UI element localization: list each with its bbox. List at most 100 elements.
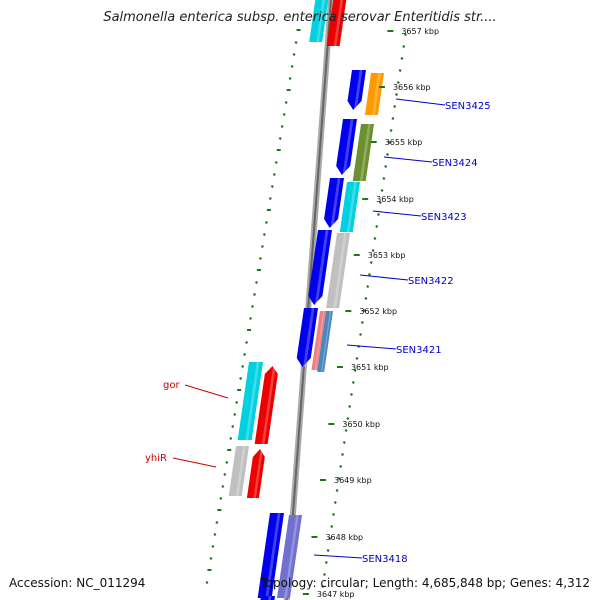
outer-ring-dot bbox=[323, 573, 326, 576]
feature-sheen-pink-3421 bbox=[314, 311, 325, 370]
inner-ring-dot bbox=[233, 413, 237, 416]
feature-cds-3421 bbox=[296, 308, 318, 367]
gene-label-line-sen3425 bbox=[395, 98, 446, 106]
outer-ring-dot bbox=[344, 429, 348, 432]
outer-ring-dot bbox=[386, 153, 389, 156]
outer-ring-dot bbox=[330, 525, 334, 528]
inner-ring-dot bbox=[280, 125, 284, 128]
feature-cyan-3423 bbox=[339, 182, 360, 232]
feature-cds-3423 bbox=[324, 178, 344, 228]
feature-sheen-gor-cyan bbox=[245, 362, 260, 440]
feature-gor-red bbox=[254, 366, 278, 444]
outer-ring-dot bbox=[395, 93, 398, 96]
inner-ring-dot bbox=[268, 197, 272, 200]
inner-ring-dot bbox=[229, 437, 233, 440]
inner-ring-dot bbox=[243, 353, 247, 356]
outer-ring-dot bbox=[387, 141, 391, 144]
outer-ring-dot bbox=[321, 585, 325, 588]
feature-slate-3418 bbox=[276, 515, 302, 598]
genome-title: Salmonella enterica subsp. enterica sero… bbox=[103, 10, 497, 25]
outer-ring-dot bbox=[341, 453, 344, 456]
inner-ring-dot bbox=[235, 401, 239, 404]
inner-ring-dot bbox=[292, 53, 296, 56]
position-dots-layer bbox=[205, 29, 407, 588]
inner-ring-dot bbox=[258, 257, 262, 260]
gene-label-line-sen3422 bbox=[359, 274, 409, 281]
feature-orange-3425 bbox=[364, 73, 384, 115]
scale-label-3656: 3656 kbp bbox=[393, 83, 431, 92]
scale-ticks-layer: 3657 kbp 3656 kbp 3655 kbp 3654 kbp 3653 kbp… bbox=[302, 27, 439, 599]
outer-ring-dot bbox=[368, 273, 371, 276]
feature-pink-3421 bbox=[311, 311, 326, 370]
outer-ring-dot bbox=[402, 45, 406, 48]
feature-sheen-cds-3423 bbox=[330, 178, 341, 228]
inner-ring-dot bbox=[254, 281, 258, 284]
feature-sheen-orange-3425 bbox=[372, 73, 381, 115]
inner-ring-dot bbox=[249, 317, 253, 320]
feature-sheen-top-cyan bbox=[316, 0, 326, 42]
gene-label-line-sen3423 bbox=[372, 210, 422, 217]
feature-sheen-cds-3422 bbox=[314, 230, 329, 305]
feature-yhiR-grey bbox=[228, 446, 249, 496]
scale-label-3655: 3655 kbp bbox=[385, 138, 423, 147]
outer-ring-dot bbox=[391, 117, 395, 120]
feature-sheen-olive-3424 bbox=[359, 124, 371, 181]
feature-bottom-blue bbox=[260, 596, 275, 600]
outer-ring-dot bbox=[382, 177, 386, 180]
inner-ring-dot bbox=[282, 113, 286, 116]
feature-olive-3424 bbox=[352, 124, 374, 181]
feature-sheen-slate-3418 bbox=[284, 515, 299, 598]
outer-ring-dot bbox=[400, 57, 404, 60]
inner-ring-dot bbox=[272, 173, 276, 176]
scale-label-3647: 3647 kbp bbox=[317, 590, 355, 599]
feature-sheen-cds-3425 bbox=[353, 70, 363, 110]
inner-ring-dot bbox=[211, 545, 215, 548]
feature-sheen-cds-3418 bbox=[265, 513, 281, 598]
feature-sheen-cds-3424 bbox=[342, 119, 354, 175]
inner-ring-dot bbox=[278, 137, 282, 140]
gene-label-sen3422: SEN3422 bbox=[408, 276, 454, 287]
inner-ring-dot bbox=[239, 377, 243, 380]
features-layer bbox=[228, 0, 384, 600]
outer-ring-dot bbox=[362, 309, 366, 312]
gene-label-line-sen3424 bbox=[383, 156, 433, 163]
inner-ring-dot bbox=[290, 65, 294, 68]
outer-ring-dot bbox=[328, 537, 332, 540]
scale-label-3654: 3654 kbp bbox=[376, 195, 414, 204]
feature-cds-3422 bbox=[308, 230, 332, 305]
outer-ring-dot bbox=[377, 213, 380, 216]
feature-top-cyan bbox=[309, 0, 329, 42]
feature-steel-3421 bbox=[317, 311, 333, 372]
outer-ring-dot bbox=[333, 501, 337, 504]
outer-ring-dot bbox=[346, 417, 350, 420]
scale-label-3657: 3657 kbp bbox=[401, 27, 439, 36]
feature-sheen-top-red bbox=[333, 0, 344, 46]
outer-ring-dot bbox=[335, 489, 339, 492]
inner-ring-dot bbox=[294, 41, 298, 44]
feature-cds-3424 bbox=[336, 119, 357, 175]
outer-ring-dot bbox=[332, 513, 335, 516]
scale-label-3653: 3653 kbp bbox=[368, 251, 406, 260]
scale-label-3652: 3652 kbp bbox=[359, 307, 397, 316]
inner-ring-dot bbox=[288, 77, 292, 80]
feature-top-red bbox=[326, 0, 347, 46]
gene-label-sen3423: SEN3423 bbox=[421, 212, 467, 223]
accession-text: Accession: NC_011294 bbox=[9, 576, 146, 590]
outer-ring-dot bbox=[393, 105, 397, 108]
gene-label-sen3425: SEN3425 bbox=[445, 101, 491, 112]
inner-ring-dot bbox=[262, 233, 266, 236]
inner-ring-dot bbox=[284, 101, 288, 104]
feature-sheen-gor-red bbox=[261, 366, 276, 444]
feature-sheen-cds-3421 bbox=[303, 308, 315, 367]
inner-ring-dot bbox=[223, 473, 227, 476]
inner-ring-dot bbox=[219, 497, 223, 500]
outer-ring-dot bbox=[369, 261, 373, 264]
outer-ring-dot bbox=[375, 225, 379, 228]
outer-ring-dot bbox=[384, 165, 388, 168]
gene-label-yhir: yhiR bbox=[145, 453, 167, 464]
scale-label-3650: 3650 kbp bbox=[342, 420, 380, 429]
feature-sheen-yhiR-red bbox=[253, 449, 263, 498]
inner-ring-dot bbox=[264, 221, 268, 224]
feature-gor-cyan bbox=[237, 362, 263, 440]
